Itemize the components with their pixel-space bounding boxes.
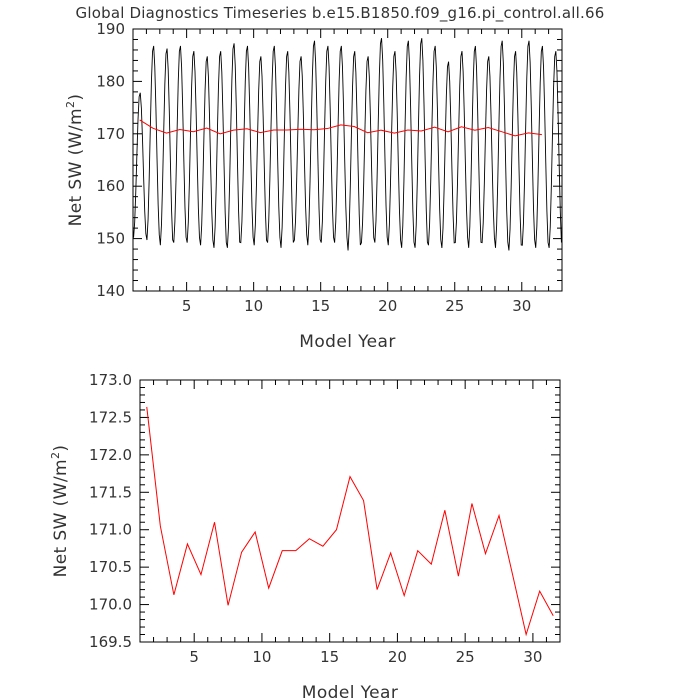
y-tick-label: 190 xyxy=(96,20,125,38)
y-tick-label: 140 xyxy=(96,282,125,300)
x-tick-label: 20 xyxy=(378,297,397,315)
top-panel: 5 10 15 20 25 30 140 150 160 170 180 190 Model Year N… xyxy=(64,20,563,352)
y-axis-label-main: Net SW (W/m xyxy=(66,108,86,226)
y-tick-label: 171.0 xyxy=(89,521,132,539)
y-tick-label: 180 xyxy=(96,72,125,90)
y-tick-label: 171.5 xyxy=(89,483,132,501)
x-tick-label: 5 xyxy=(189,648,199,666)
y-tick-label: 170 xyxy=(96,125,125,143)
x-tick-label: 25 xyxy=(456,648,475,666)
annual-mean-net-sw-line xyxy=(146,406,554,637)
y-tick-label: 150 xyxy=(96,230,125,248)
x-tick-label: 30 xyxy=(523,648,542,666)
x-tick-label: 30 xyxy=(512,297,531,315)
y-tick-label: 172.5 xyxy=(89,408,132,426)
y-axis-label-close: ) xyxy=(51,445,71,452)
y-axis-label-superscript: 2 xyxy=(64,101,77,108)
y-tick-label: 170.0 xyxy=(89,596,132,614)
x-tick-label: 15 xyxy=(311,297,330,315)
y-axis-label: Net SW (W/m2) xyxy=(64,94,86,227)
y-axis-label-close: ) xyxy=(66,94,86,101)
bottom-panel: 5 10 15 20 25 30 169.5 170.0 170.5 171.0 171.5 172.… xyxy=(49,371,561,700)
x-tick-label: 10 xyxy=(244,297,263,315)
y-tick-label: 169.5 xyxy=(89,633,132,651)
y-axis-label-superscript: 2 xyxy=(49,452,62,459)
x-axis-label: Model Year xyxy=(302,683,398,700)
monthly-net-sw-line xyxy=(133,38,562,251)
y-axis-label-main: Net SW (W/m xyxy=(51,459,71,577)
x-tick-label: 20 xyxy=(388,648,407,666)
y-tick-label: 170.5 xyxy=(89,558,132,576)
plot-frame xyxy=(139,379,561,643)
y-tick-label: 173.0 xyxy=(89,371,132,389)
figure-title: Global Diagnostics Timeseries b.e15.B185… xyxy=(76,4,605,23)
y-tick-label: 172.0 xyxy=(89,446,132,464)
x-axis-label: Model Year xyxy=(299,332,395,352)
x-tick-label: 5 xyxy=(182,297,192,315)
x-tick-label: 25 xyxy=(445,297,464,315)
annual-mean-net-sw-line xyxy=(139,119,542,137)
y-axis-label: Net SW (W/m2) xyxy=(49,445,71,578)
x-tick-label: 10 xyxy=(252,648,271,666)
y-tick-label: 160 xyxy=(96,177,125,195)
x-tick-label: 15 xyxy=(320,648,339,666)
